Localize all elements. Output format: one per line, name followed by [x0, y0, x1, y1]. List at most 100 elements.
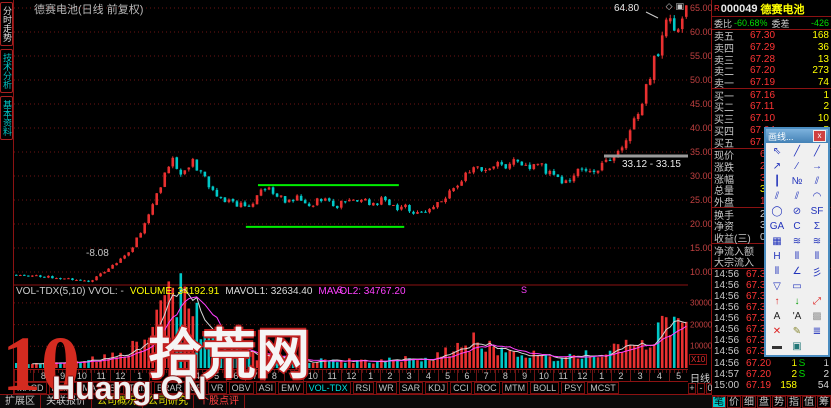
bottom-tab-5[interactable]: 个股点评 [194, 395, 245, 408]
month-tick[interactable]: 3 [168, 370, 187, 381]
close-icon[interactable]: x [813, 130, 826, 142]
month-tick[interactable]: 3 [399, 370, 418, 381]
indicator-tab-emv[interactable]: EMV [278, 382, 304, 394]
text-note-icon[interactable]: 'A [792, 311, 802, 322]
zoom-in-button[interactable]: + [688, 383, 696, 394]
month-tick[interactable]: 7 [476, 370, 495, 381]
delete-tool-icon[interactable]: ✕ [772, 326, 782, 337]
month-tick[interactable]: 6 [225, 370, 245, 381]
angle-tool-icon[interactable]: ∠ [792, 266, 802, 277]
tick-row[interactable]: 15:00 67.19 158 54 [712, 380, 831, 391]
indicator-tab-vol-tdx[interactable]: VOL-TDX [305, 382, 351, 394]
month-tick[interactable]: 8 [33, 370, 52, 381]
tick-tab-盘[interactable]: 盘 [757, 396, 771, 408]
month-tick[interactable]: 1 [591, 370, 611, 381]
arrow-line-icon[interactable]: ↗ [772, 161, 782, 172]
indicator-tab-cci[interactable]: CCI [450, 382, 472, 394]
brush-tool-icon[interactable]: ✎ [792, 326, 802, 337]
month-tick[interactable]: 4 [187, 370, 206, 381]
sell-row[interactable]: 卖一 67.19 74 [712, 77, 831, 90]
month-tick[interactable]: 11 [322, 370, 341, 381]
toolbar-titlebar[interactable]: 画线... x [766, 129, 828, 143]
indicator-tab-dma[interactable]: DMA [73, 382, 99, 394]
indicator-tab-vr[interactable]: VR [208, 382, 227, 394]
ellipse-tool-icon[interactable]: ⊘ [792, 206, 802, 217]
month-tick[interactable]: 7 [245, 370, 264, 381]
month-tick[interactable]: 2 [379, 370, 399, 381]
sell-row[interactable]: 卖二 67.20 273 [712, 65, 831, 78]
candlestick-chart[interactable]: 64.80 33.12 - 33.15 -8.08 S S [14, 0, 688, 369]
tick-row[interactable]: 14:56 67.20 1 S 1 [712, 358, 831, 369]
month-tick[interactable]: 8 [264, 370, 283, 381]
segment-line-icon[interactable]: ╱ [793, 146, 801, 157]
month-tick[interactable]: 10 [71, 370, 91, 381]
month-tick[interactable]: 5 [206, 370, 226, 381]
indicator-tab-roc[interactable]: ROC [473, 382, 500, 394]
month-tick[interactable]: 10 [533, 370, 553, 381]
indicator-tab-sar[interactable]: SAR [398, 382, 424, 394]
sidebar-tab-3[interactable]: 基本资料 [0, 96, 13, 140]
month-tick[interactable]: 9 [52, 370, 72, 381]
pointer-tool-icon[interactable]: ⇖ [772, 146, 782, 157]
gann-angles-icon[interactable]: GA [769, 221, 785, 232]
filled-box-icon[interactable]: ▩ [812, 311, 822, 322]
price-label-icon[interactable]: № [791, 176, 803, 187]
period-selector[interactable]: 日线 [690, 374, 710, 385]
indicator-tab-rsi[interactable]: RSI [352, 382, 374, 394]
month-tick[interactable]: 2 [610, 370, 630, 381]
window-icon[interactable]: ▣ [675, 1, 684, 11]
h-pattern-icon[interactable]: H [773, 251, 781, 262]
month-tick[interactable]: 12 [110, 370, 129, 381]
bottom-tab-4[interactable]: 公司研究 [143, 395, 194, 408]
indicator-tab-trix[interactable]: TRIX [125, 382, 153, 394]
indicator-tab-asi[interactable]: ASI [255, 382, 277, 394]
anchored-line-icon[interactable]: ∕ [796, 161, 798, 172]
buy-row[interactable]: 买二 67.11 2 [712, 101, 831, 114]
month-tick[interactable]: 7 [14, 370, 33, 381]
tick-tab-细[interactable]: 细 [742, 396, 756, 408]
chart-region[interactable]: 64.80 33.12 - 33.15 -8.08 S S 德赛电池(日线 前复权) ◇… [14, 0, 688, 369]
wave2-tool-icon[interactable]: ≋ [812, 236, 822, 247]
gann-box-icon[interactable]: ⫴ [794, 251, 800, 262]
parallel-lines-icon[interactable]: ⫽ [814, 176, 820, 187]
month-tick[interactable]: 11 [91, 370, 110, 381]
bars-pattern-icon[interactable]: ⫴ [774, 266, 780, 277]
month-tick[interactable]: 12 [572, 370, 591, 381]
diamond-icon[interactable]: ◇ [665, 1, 673, 11]
indicator-tab-cr[interactable]: CR [187, 382, 207, 394]
channel-lines-icon[interactable]: ⫽ [774, 191, 780, 202]
tick-tab-指[interactable]: 指 [787, 396, 801, 408]
month-tick[interactable]: 10 [302, 370, 322, 381]
month-tick[interactable]: 9 [283, 370, 303, 381]
zoom-out-button[interactable]: - [697, 383, 705, 394]
month-tick[interactable]: 3 [630, 370, 649, 381]
indicator-tab-boll[interactable]: BOLL [530, 382, 560, 394]
month-tick[interactable]: 6 [456, 370, 476, 381]
cycle-lines-icon[interactable]: Σ [813, 221, 821, 232]
fibo-sections-icon[interactable]: SF [810, 206, 824, 217]
month-tick[interactable]: 1 [360, 370, 380, 381]
wave-tool-icon[interactable]: ≋ [792, 236, 802, 247]
buy-row[interactable]: 买一 67.16 1 [712, 89, 831, 103]
sidebar-tab-2[interactable]: 技术分析 [0, 49, 13, 93]
tick-row[interactable]: 14:57 67.20 2 S 2 [712, 369, 831, 380]
indicator-tab-macd[interactable]: MACD [14, 382, 47, 394]
bottom-tab-3[interactable]: 公司概况 [92, 395, 143, 408]
indicator-tab-brar[interactable]: BRAR [154, 382, 186, 394]
up-arrow-mark-icon[interactable]: ↑ [774, 296, 780, 307]
bottom-tab-1[interactable]: 扩展区 [0, 395, 41, 408]
fibo-timezone-icon[interactable]: ⫴ [814, 251, 820, 262]
month-tick[interactable]: 9 [514, 370, 534, 381]
indicator-tab-wr[interactable]: WR [375, 382, 397, 394]
tick-tab-值[interactable]: 值 [802, 396, 816, 408]
indicator-tab-fsl[interactable]: FSL [101, 382, 124, 394]
sidebar-tab-1[interactable]: 分时走势 [0, 2, 13, 46]
fan-lines-icon[interactable]: 彡 [812, 268, 822, 279]
indicator-tab-mcst[interactable]: MCST [587, 382, 619, 394]
indicator-tab-kdj[interactable]: KDJ [425, 382, 449, 394]
bottom-tab-2[interactable]: 关联报价 [41, 395, 92, 408]
ray-line-icon[interactable]: → [812, 161, 822, 172]
circle-tool-icon[interactable]: ◯ [771, 206, 783, 217]
month-tick[interactable]: 5 [668, 370, 688, 381]
month-tick[interactable]: 5 [437, 370, 457, 381]
